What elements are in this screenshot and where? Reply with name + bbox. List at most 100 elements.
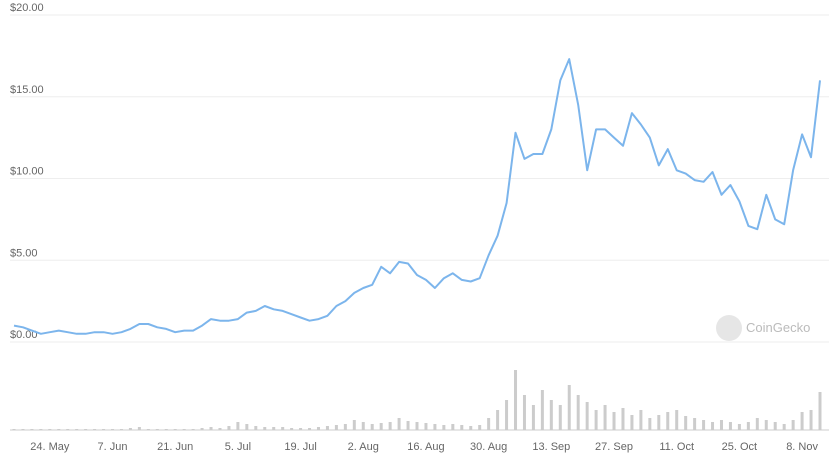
volume-bar bbox=[684, 416, 688, 430]
x-tick-label: 21. Jun bbox=[157, 441, 193, 453]
volume-bar bbox=[800, 412, 804, 430]
volume-bar bbox=[308, 428, 312, 430]
volume-bar bbox=[218, 428, 222, 430]
volume-bar bbox=[182, 429, 186, 430]
volume-bar bbox=[334, 425, 338, 430]
volume-bar bbox=[57, 429, 61, 430]
volume-bar bbox=[711, 422, 715, 430]
volume-bar bbox=[236, 422, 240, 430]
x-tick-label: 11. Oct bbox=[659, 441, 694, 453]
x-tick-label: 5. Jul bbox=[225, 441, 251, 453]
volume-bar bbox=[505, 400, 509, 430]
volume-bar bbox=[146, 429, 150, 430]
volume-bar bbox=[352, 420, 356, 430]
volume-bar bbox=[415, 422, 419, 430]
x-tick-label: 30. Aug bbox=[470, 441, 507, 453]
volume-bar bbox=[191, 429, 195, 430]
volume-bar bbox=[612, 412, 616, 430]
volume-bar bbox=[514, 370, 518, 430]
volume-bar bbox=[487, 418, 491, 430]
volume-bar bbox=[702, 420, 706, 430]
volume-bar bbox=[469, 426, 473, 430]
x-tick-label: 25. Oct bbox=[722, 441, 757, 453]
volume-bar bbox=[343, 424, 347, 430]
y-tick-label: $15.00 bbox=[10, 84, 44, 96]
volume-bar bbox=[12, 429, 16, 430]
volume-bar bbox=[558, 405, 562, 430]
volume-bar bbox=[773, 422, 777, 430]
volume-bar bbox=[621, 408, 625, 430]
volume-bar bbox=[666, 412, 670, 430]
volume-bar bbox=[594, 410, 598, 430]
x-tick-label: 2. Aug bbox=[348, 441, 379, 453]
volume-bar bbox=[478, 425, 482, 430]
volume-bar bbox=[111, 429, 115, 430]
volume-bar bbox=[128, 428, 132, 430]
watermark: CoinGecko bbox=[746, 320, 810, 335]
volume-bar bbox=[200, 428, 204, 430]
y-tick-label: $5.00 bbox=[10, 247, 38, 259]
volume-bar bbox=[361, 422, 365, 430]
x-tick-label: 27. Sep bbox=[595, 441, 633, 453]
volume-bar bbox=[406, 421, 410, 430]
price-line bbox=[13, 58, 821, 335]
volume-bar bbox=[388, 422, 392, 430]
volume-bar bbox=[791, 420, 795, 430]
y-tick-label: $10.00 bbox=[10, 166, 44, 178]
volume-bar bbox=[155, 429, 159, 430]
volume-bar bbox=[66, 429, 70, 430]
volume-bar bbox=[48, 429, 52, 430]
volume-bar bbox=[424, 423, 428, 430]
volume-bar bbox=[137, 427, 141, 430]
volume-bar bbox=[254, 426, 258, 430]
y-tick-label: $0.00 bbox=[10, 329, 38, 341]
volume-bar bbox=[299, 428, 303, 430]
volume-bar bbox=[567, 385, 571, 430]
x-tick-label: 13. Sep bbox=[532, 441, 570, 453]
volume-bar bbox=[746, 422, 750, 430]
volume-bar bbox=[657, 415, 661, 430]
volume-bar bbox=[93, 429, 97, 430]
x-tick-label: 16. Aug bbox=[407, 441, 444, 453]
volume-bar bbox=[818, 392, 822, 430]
volume-bar bbox=[451, 424, 455, 430]
volume-bar bbox=[764, 420, 768, 430]
volume-bar bbox=[728, 422, 732, 430]
volume-bar bbox=[227, 426, 231, 430]
volume-bar bbox=[433, 424, 437, 430]
volume-bar bbox=[639, 410, 643, 430]
volume-bar bbox=[522, 395, 526, 430]
volume-bar bbox=[693, 418, 697, 430]
volume-bar bbox=[164, 429, 168, 430]
volume-bar bbox=[648, 418, 652, 430]
volume-bar bbox=[397, 418, 401, 430]
volume-bar bbox=[630, 415, 634, 430]
x-tick-label: 8. Nov bbox=[786, 441, 818, 453]
volume-bar bbox=[119, 429, 123, 430]
volume-bar bbox=[325, 426, 329, 430]
volume-bar bbox=[102, 429, 106, 430]
volume-bar bbox=[316, 427, 320, 430]
volume-bar bbox=[281, 427, 285, 430]
volume-bar bbox=[675, 410, 679, 430]
volume-bar bbox=[809, 410, 813, 430]
volume-bar bbox=[442, 425, 446, 430]
x-tick-label: 19. Jul bbox=[284, 441, 316, 453]
volume-bar bbox=[603, 405, 607, 430]
volume-bar bbox=[737, 424, 741, 430]
volume-bar bbox=[290, 428, 294, 430]
volume-bar bbox=[496, 410, 500, 430]
watermark-logo bbox=[716, 315, 742, 341]
volume-bar bbox=[379, 423, 383, 430]
volume-bar bbox=[782, 424, 786, 430]
volume-bar bbox=[39, 429, 43, 430]
volume-bar bbox=[719, 420, 723, 430]
y-tick-label: $20.00 bbox=[10, 2, 44, 14]
volume-bar bbox=[460, 425, 464, 430]
volume-bar bbox=[75, 429, 79, 430]
volume-bar bbox=[585, 402, 589, 430]
volume-bar bbox=[21, 429, 25, 430]
volume-bar bbox=[576, 395, 580, 430]
volume-bar bbox=[531, 405, 535, 430]
